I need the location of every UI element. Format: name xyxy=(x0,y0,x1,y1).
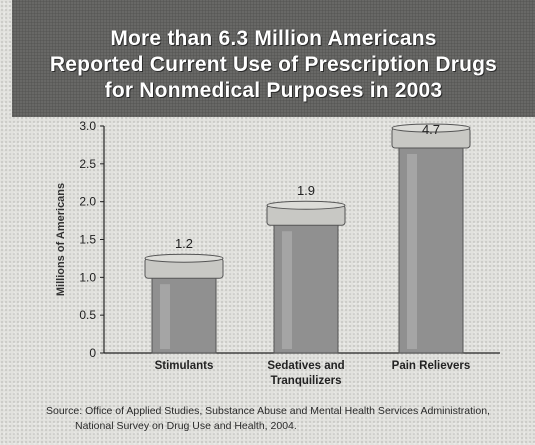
y-tick-label: 2.0 xyxy=(79,195,96,209)
chart-title-line-1: More than 6.3 Million Americans xyxy=(110,27,437,50)
bottle-highlight xyxy=(160,284,170,349)
bar-2 xyxy=(266,200,346,354)
y-tick-label: 1.5 xyxy=(79,233,96,247)
y-tick-label: 2.5 xyxy=(79,157,96,171)
category-label: Stimulants xyxy=(155,360,214,372)
source-line-2: National Survey on Drug Use and Health, … xyxy=(75,420,297,432)
y-tick-label: 3.0 xyxy=(79,119,96,133)
chart-title-line-3: for Nonmedical Purposes in 2003 xyxy=(104,79,443,102)
y-axis-label: Millions of Americans xyxy=(55,183,67,296)
bottle-cap-top xyxy=(391,123,471,133)
y-tick-label: 0.5 xyxy=(79,308,96,322)
data-label: 1.2 xyxy=(175,236,193,251)
bottle-cap-top xyxy=(266,200,346,210)
title-band: More than 6.3 Million Americans Reported… xyxy=(12,0,535,117)
y-tick-label: 0 xyxy=(89,346,96,360)
data-label: 4.7 xyxy=(422,122,440,137)
category-label: Sedatives and xyxy=(267,360,344,372)
category-label: Pain Relievers xyxy=(392,360,471,372)
source-note: Source: Office of Applied Studies, Subst… xyxy=(46,404,532,434)
chart-title-line-2: Reported Current Use of Prescription Dru… xyxy=(49,53,498,76)
source-line-1: Source: Office of Applied Studies, Subst… xyxy=(46,405,490,417)
category-label: Tranquilizers xyxy=(271,375,342,387)
bar-1 xyxy=(144,253,224,354)
y-tick-label: 1.0 xyxy=(79,270,96,284)
bottle-highlight xyxy=(282,231,292,349)
bottle-highlight xyxy=(407,154,417,349)
data-label: 1.9 xyxy=(297,183,315,198)
bar-3 xyxy=(391,123,471,354)
bottle-cap-top xyxy=(144,253,224,263)
